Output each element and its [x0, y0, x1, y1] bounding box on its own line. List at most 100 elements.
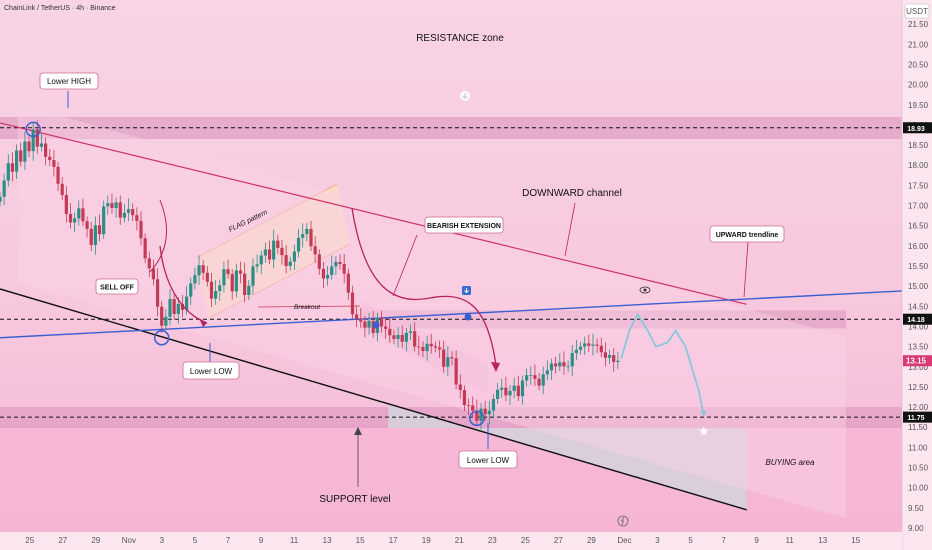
candle-body: [566, 366, 570, 368]
candle-body: [2, 180, 6, 197]
support-level-label: SUPPORT level: [319, 494, 390, 505]
candle-body: [0, 196, 2, 202]
price-tick: 14.00: [908, 322, 929, 331]
currency-box: USDT: [904, 3, 930, 19]
candle-body: [296, 237, 301, 252]
candle-body: [93, 225, 97, 246]
candle-body: [330, 266, 334, 275]
candle-body: [114, 202, 118, 208]
candle-body: [379, 317, 384, 327]
lower-low-1-tag: Lower LOW: [182, 361, 240, 380]
price-tick: 19.50: [908, 101, 929, 110]
candle-body: [197, 265, 201, 276]
candle-body: [607, 355, 612, 358]
candle-body: [384, 326, 388, 329]
candle-body: [39, 143, 44, 147]
time-tick: 9: [754, 536, 759, 545]
flag-bottom-line: [208, 243, 351, 319]
candle-body: [81, 208, 85, 222]
support-arrow-head: [354, 427, 362, 435]
candle-body: [309, 228, 313, 247]
candle-body: [429, 343, 433, 347]
candle-body: [35, 129, 39, 147]
candle-body: [616, 360, 620, 362]
trendline-0: [0, 122, 747, 305]
time-tick: 13: [323, 536, 332, 545]
candle-body: [549, 363, 554, 371]
candle-body: [363, 321, 367, 328]
projection-path: [620, 312, 707, 417]
candle-body: [230, 274, 234, 292]
candle-body: [367, 320, 371, 328]
time-tick: 5: [193, 536, 198, 545]
candle-body: [77, 208, 81, 219]
downward-channel-pointer: [564, 202, 576, 257]
lower-low-marker-2: [469, 410, 485, 427]
candle-body: [60, 183, 64, 196]
breakout-line: [257, 305, 361, 308]
candle-body: [31, 129, 35, 152]
candle-body: [301, 234, 305, 238]
time-tick: 17: [389, 536, 398, 545]
candle-body: [516, 385, 520, 397]
time-axis-bg: [0, 532, 902, 550]
candle-body: [392, 335, 396, 339]
candle-body: [421, 347, 425, 352]
level-tag-2: 11.75: [907, 415, 924, 422]
level-lines: [0, 127, 902, 418]
candle-body: [214, 290, 218, 299]
flag-top-line: [195, 183, 338, 259]
candle-body: [359, 318, 363, 322]
candle-body: [446, 357, 450, 367]
candle-body: [267, 249, 272, 260]
candlesticks: [0, 120, 620, 430]
candle-body: [350, 292, 355, 315]
price-tick: 16.00: [908, 242, 929, 251]
candle-body: [570, 353, 574, 367]
candle-body: [574, 349, 578, 354]
candle-body: [259, 255, 263, 265]
candle-body: [388, 328, 392, 336]
candle-body: [504, 387, 508, 396]
candle-body: [201, 265, 205, 273]
lower-shade: [0, 425, 902, 550]
candle-body: [599, 345, 603, 353]
time-tick: 3: [655, 536, 660, 545]
time-tick: 25: [25, 536, 34, 545]
candle-body: [143, 238, 147, 259]
candle-body: [64, 195, 68, 215]
upward-trendline-pointer: [743, 241, 749, 298]
price-tick: 11.50: [908, 423, 928, 432]
candle-body: [533, 375, 537, 379]
price-tick: 13.50: [908, 343, 929, 352]
candle-body: [222, 269, 226, 286]
candle-body: [346, 273, 350, 293]
candle-body: [243, 273, 247, 296]
candle-body: [529, 375, 533, 377]
time-tick: 15: [356, 536, 365, 545]
candle-body: [139, 220, 143, 239]
candle-body: [400, 334, 404, 342]
candle-body: [284, 255, 288, 266]
candle-body: [193, 275, 197, 284]
candle-body: [442, 349, 446, 367]
price-axis-bg: [902, 0, 932, 550]
price-tick: 14.50: [908, 302, 929, 311]
candle-body: [334, 261, 338, 267]
bearish-extension-arrow: [351, 207, 497, 366]
candle-body: [89, 228, 93, 246]
candle-body: [537, 378, 541, 386]
candle-body: [276, 240, 280, 248]
time-tick: 19: [422, 536, 431, 545]
candle-body: [288, 261, 292, 266]
candle-body: [280, 247, 284, 256]
price-tick: 20.50: [908, 60, 929, 69]
trendline-1: [0, 288, 747, 511]
level-tag-bg-2: [903, 411, 932, 423]
candle-body: [85, 221, 89, 229]
eye-icon: [639, 286, 651, 294]
candle-body: [247, 285, 251, 296]
candle-body: [164, 316, 168, 326]
candle-body: [305, 228, 309, 235]
